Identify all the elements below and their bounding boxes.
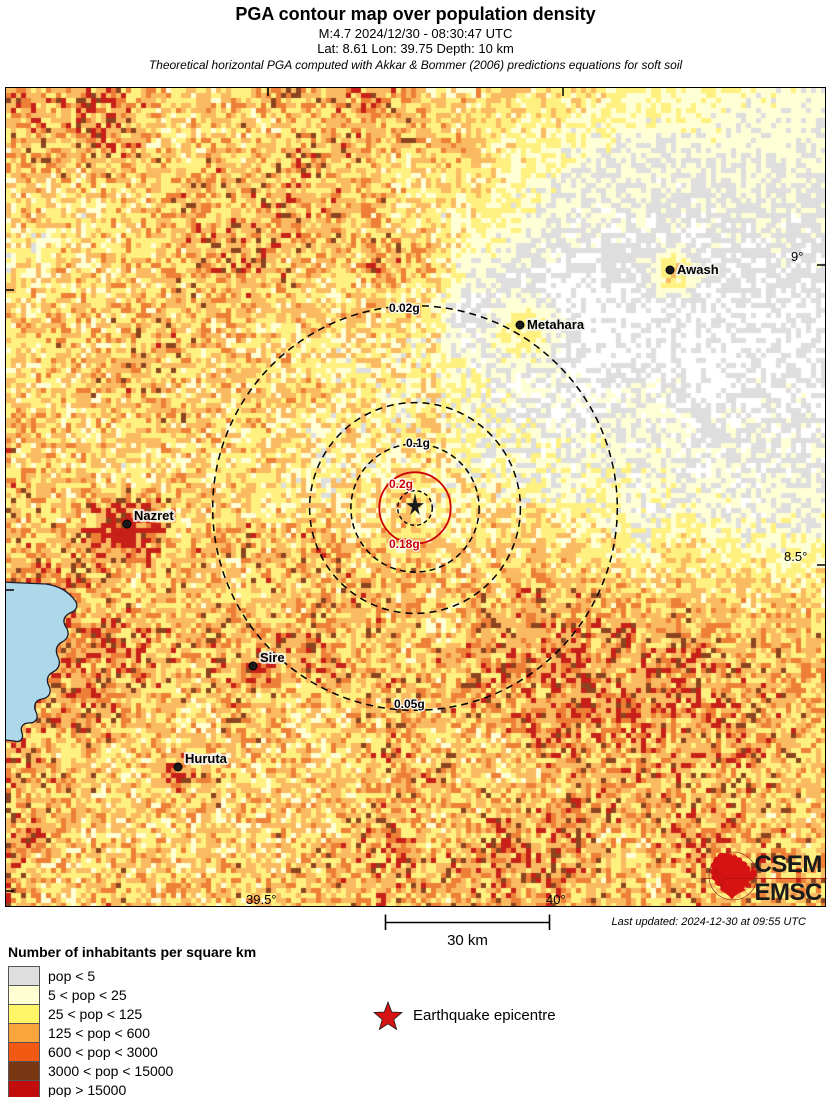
svg-text:CSEM: CSEM xyxy=(755,851,822,878)
svg-text:EMSC: EMSC xyxy=(755,879,823,906)
